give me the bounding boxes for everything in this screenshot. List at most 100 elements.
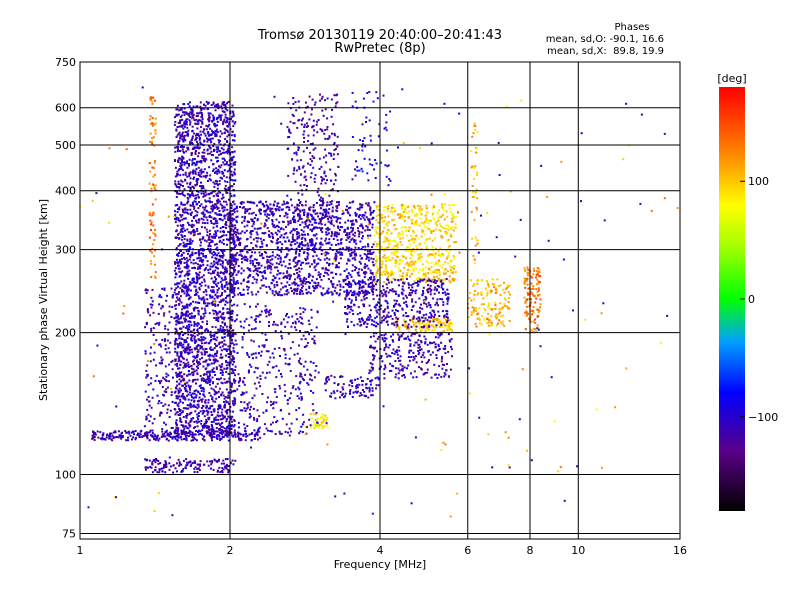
data-point: [301, 397, 303, 400]
data-point: [278, 230, 281, 233]
data-point: [284, 353, 287, 356]
data-point: [232, 264, 235, 266]
data-point: [200, 160, 203, 163]
data-point: [346, 226, 349, 229]
data-point: [263, 423, 266, 426]
data-point: [190, 282, 193, 285]
data-point: [186, 196, 189, 199]
data-point: [185, 245, 188, 247]
data-point: [296, 287, 299, 290]
data-point: [259, 227, 262, 230]
data-point: [336, 239, 339, 242]
data-point: [164, 365, 167, 368]
data-point: [258, 345, 261, 348]
data-point: [217, 199, 220, 202]
data-point: [246, 404, 249, 407]
data-point: [278, 209, 281, 212]
data-point: [174, 159, 176, 162]
data-point: [216, 312, 219, 315]
data-point: [205, 426, 208, 429]
data-point: [237, 435, 240, 438]
data-point: [177, 389, 180, 392]
data-point: [223, 127, 226, 130]
data-point: [233, 429, 236, 432]
data-point: [321, 109, 324, 112]
data-point: [359, 240, 362, 243]
data-point: [199, 362, 202, 365]
data-point: [242, 201, 245, 204]
data-point: [177, 183, 180, 185]
data-point: [215, 312, 218, 314]
data-point: [200, 226, 203, 229]
data-point: [349, 206, 352, 209]
data-point: [214, 400, 217, 403]
data-point: [304, 282, 307, 285]
data-point: [296, 395, 299, 397]
data-point: [195, 420, 198, 423]
data-point: [313, 376, 316, 379]
data-point: [355, 254, 358, 257]
data-point: [258, 352, 260, 355]
data-point: [170, 316, 173, 318]
data-point: [160, 307, 163, 310]
data-point: [226, 181, 229, 183]
data-point: [315, 247, 318, 250]
data-point: [180, 389, 182, 392]
data-point: [372, 243, 375, 246]
data-point: [188, 461, 190, 464]
data-point: [265, 215, 268, 218]
data-point: [176, 210, 179, 213]
data-point: [177, 261, 180, 264]
data-point: [187, 272, 190, 275]
data-point: [197, 415, 200, 417]
data-point: [212, 272, 214, 275]
data-point: [206, 371, 209, 374]
data-point: [197, 251, 200, 254]
data-point: [300, 233, 303, 236]
data-point: [220, 377, 222, 380]
data-point: [265, 204, 268, 207]
data-point: [352, 233, 355, 236]
data-point: [190, 334, 193, 337]
data-point: [163, 390, 166, 393]
data-point: [190, 337, 193, 339]
data-point: [233, 282, 236, 285]
data-point: [261, 242, 264, 245]
data-point: [157, 460, 160, 462]
data-point: [290, 274, 292, 277]
data-point: [204, 309, 207, 312]
data-point: [201, 151, 204, 154]
data-point: [198, 201, 200, 203]
data-point: [224, 403, 226, 406]
data-point: [198, 174, 201, 177]
data-point: [179, 363, 182, 366]
data-point: [346, 277, 349, 280]
data-point: [231, 342, 234, 345]
data-point: [191, 190, 194, 193]
data-point: [232, 228, 235, 231]
data-point: [171, 359, 174, 362]
data-point: [214, 459, 217, 462]
data-point: [180, 167, 183, 170]
data-point: [218, 466, 221, 469]
data-point: [111, 434, 114, 437]
data-point: [203, 350, 206, 353]
data-point: [350, 254, 353, 257]
data-point: [181, 254, 183, 257]
data-point: [225, 238, 228, 241]
data-point: [233, 431, 236, 434]
point-cluster: [144, 458, 237, 474]
data-point: [299, 430, 302, 433]
data-point: [359, 284, 361, 286]
data-point: [234, 262, 237, 265]
data-point: [298, 252, 301, 255]
data-point: [210, 201, 213, 204]
data-point: [231, 415, 234, 418]
data-point: [201, 398, 204, 401]
data-point: [205, 228, 208, 231]
data-point: [262, 284, 265, 287]
data-point: [259, 375, 262, 378]
data-point: [190, 348, 193, 351]
data-point: [355, 267, 358, 269]
data-point: [254, 269, 257, 272]
